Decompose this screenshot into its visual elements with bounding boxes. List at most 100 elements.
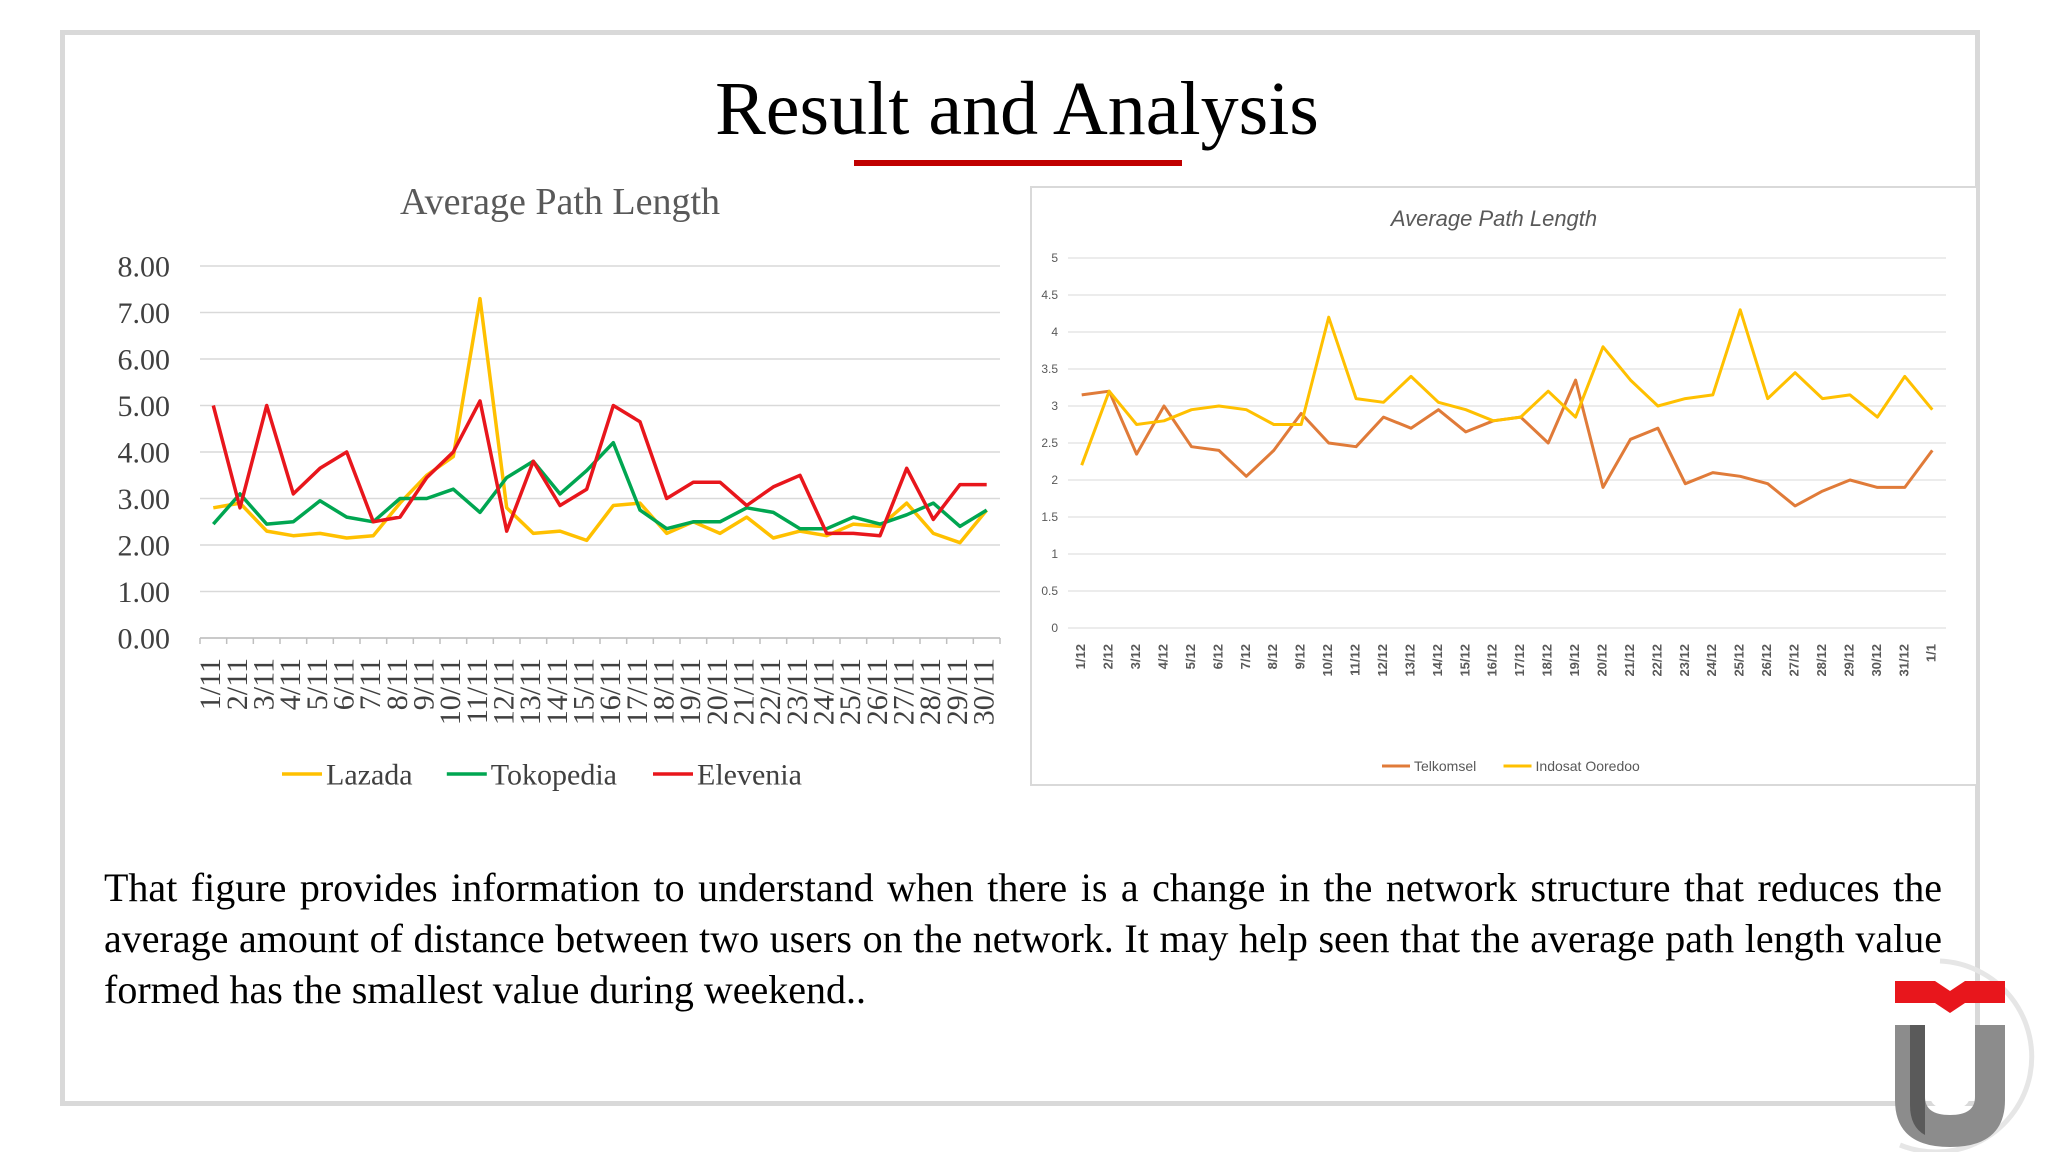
x-tick-label: 27/11 [888,658,921,725]
x-tick-label: 5/11 [301,658,334,710]
y-tick-label: 2.5 [1041,436,1058,450]
x-tick-label: 30/12 [1869,644,1884,677]
x-tick-label: 1/12 [1073,644,1088,669]
telco-apl-chart-panel: Average Path Length 0 0.5 1 1.5 2 2.5 3 3.5 4 4.5… [1030,186,1978,786]
legend-item: Elevenia [653,759,802,792]
y-tick-label: 3 [1051,399,1058,413]
series-lines [1080,308,1934,508]
y-tick-label: 1.5 [1041,510,1058,524]
x-tick-label: 17/11 [621,658,654,725]
legend-item: Tokopedia [446,759,617,792]
y-tick-label: 4.00 [118,437,171,470]
y-tick-label: 5.00 [118,390,171,423]
x-tick-label: 31/12 [1896,644,1911,677]
x-tick-label: 10/11 [434,658,467,725]
ecommerce-apl-chart: Average Path Length 0.00 1.00 2.00 3.00 4.00… [118,181,1001,792]
y-tick-label: 0.5 [1041,584,1058,598]
title-underline [854,160,1182,166]
body-paragraph: That figure provides information to unde… [104,865,1942,1012]
legend-label: Elevenia [697,759,802,792]
x-tick-label: 8/11 [381,658,414,710]
y-tick-label: 0.00 [118,623,171,656]
legend-item: Indosat Ooredoo [1503,758,1641,774]
legend-item: Telkomsel [1382,758,1476,774]
y-tick-label: 1.00 [118,576,171,609]
y-tick-label: 6.00 [118,344,171,377]
x-tick-label: 23/11 [781,658,814,725]
x-axis-ticks: 1/112/113/114/115/116/117/118/119/1110/1… [194,658,1000,725]
y-tick-label: 2.00 [118,530,171,563]
series-lines [211,296,989,545]
university-logo-icon [1895,958,2035,1152]
x-tick-label: 11/11 [461,658,494,724]
x-tick-label: 4/12 [1155,644,1170,669]
y-tick-label: 2 [1051,473,1058,487]
telco-apl-chart: Average Path Length 0 0.5 1 1.5 2 2.5 3 3.5 4 4.5… [1041,206,1946,774]
x-tick-label: 22/11 [754,658,787,725]
y-tick-label: 0 [1051,621,1058,635]
x-tick-label: 16/11 [594,658,627,725]
x-tick-label: 26/12 [1759,644,1774,677]
x-tick-label: 12/12 [1375,644,1390,677]
slide-title: Result and Analysis [715,67,1319,151]
x-tick-label: 7/12 [1238,644,1253,669]
y-tick-label: 4.5 [1041,288,1058,302]
y-tick-label: 3.00 [118,483,171,516]
x-tick-label: 21/11 [728,658,761,725]
x-tick-label: 27/12 [1787,644,1802,677]
x-tick-label: 2/12 [1101,644,1116,669]
x-tick-label: 6/11 [328,658,361,710]
x-tick-label: 26/11 [861,658,894,725]
x-tick-label: 22/12 [1649,644,1664,677]
x-tick-label: 12/11 [488,658,521,725]
x-tick-label: 21/12 [1622,644,1637,677]
x-tick-label: 10/12 [1320,644,1335,677]
x-tick-label: 24/12 [1704,644,1719,677]
y-tick-label: 8.00 [118,251,171,284]
x-tick-label: 28/11 [914,658,947,725]
y-axis-ticks: 0 0.5 1 1.5 2 2.5 3 3.5 4 4.5 5 [1041,251,1058,635]
legend-label: Lazada [326,759,413,792]
x-tick-label: 30/11 [968,658,1001,725]
x-tick-label: 19/12 [1567,644,1582,677]
legend: Lazada Tokopedia Elevenia [282,759,802,792]
x-tick-label: 28/12 [1814,644,1829,677]
x-tick-label: 14/12 [1430,644,1445,677]
gridlines [199,265,1001,644]
series-line-lazada [212,296,989,545]
x-tick-label: 15/12 [1457,644,1472,677]
y-tick-label: 1 [1051,547,1058,561]
legend: Telkomsel Indosat Ooredoo [1382,758,1640,774]
x-tick-label: 1/11 [194,658,227,710]
x-tick-label: 15/11 [568,658,601,725]
x-tick-label: 13/11 [514,658,547,725]
x-tick-label: 5/12 [1183,644,1198,669]
legend-label: Indosat Ooredoo [1536,758,1641,774]
x-tick-label: 29/12 [1841,644,1856,677]
chart-title: Average Path Length [400,181,720,223]
x-tick-label: 2/11 [221,658,254,710]
x-tick-label: 25/11 [834,658,867,725]
x-tick-label: 7/11 [354,658,387,710]
x-tick-label: 18/12 [1540,644,1555,677]
x-tick-label: 14/11 [541,658,574,725]
x-tick-label: 20/11 [701,658,734,725]
y-tick-label: 3.5 [1041,362,1058,376]
x-tick-label: 24/11 [808,658,841,725]
x-tick-label: 16/12 [1485,644,1500,677]
y-tick-label: 7.00 [118,297,171,330]
x-tick-label: 18/11 [648,658,681,725]
gridlines [1068,257,1946,629]
x-tick-label: 6/12 [1210,644,1225,669]
x-tick-label: 9/12 [1293,644,1308,669]
x-tick-label: 20/12 [1594,644,1609,677]
x-tick-label: 8/12 [1265,644,1280,669]
legend-item: Lazada [282,759,413,792]
x-tick-label: 19/11 [674,658,707,725]
legend-label: Tokopedia [491,759,617,792]
y-tick-label: 5 [1051,251,1058,265]
series-line-elevenia [211,399,987,538]
chart-title: Average Path Length [1389,206,1597,231]
x-tick-label: 13/12 [1402,644,1417,677]
x-tick-label: 25/12 [1732,644,1747,677]
